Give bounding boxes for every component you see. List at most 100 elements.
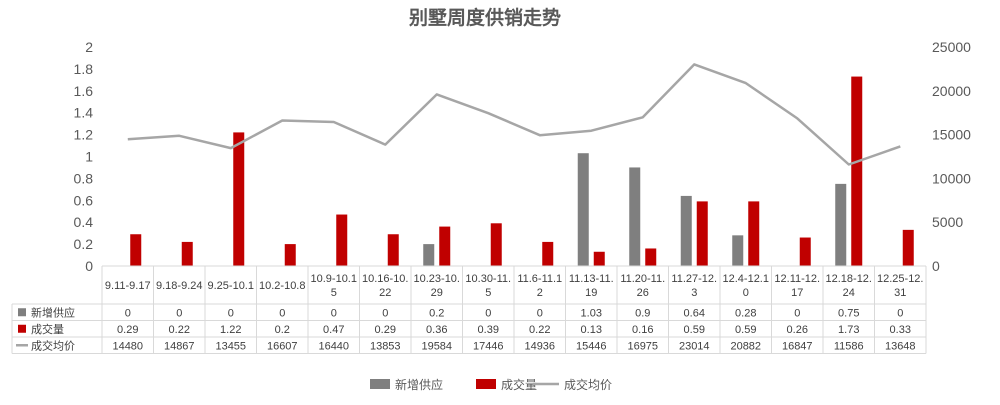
legend-label: 成交均价 xyxy=(564,377,612,392)
x-tick-label: 10.16-10. xyxy=(362,273,408,285)
y-left-tick-label: 0.6 xyxy=(74,192,94,208)
data-label: 1.03 xyxy=(581,307,602,319)
data-label: 0 xyxy=(331,307,337,319)
data-label: 0.59 xyxy=(735,324,756,336)
data-label: 14480 xyxy=(112,340,143,352)
legend-key xyxy=(476,379,496,389)
data-label: 0 xyxy=(279,307,285,319)
bar-volume xyxy=(439,226,451,266)
x-tick-label: 24 xyxy=(843,287,855,299)
row-label: 新增供应 xyxy=(31,305,75,319)
row-label: 成交均价 xyxy=(31,338,75,352)
y-left-tick-label: 0.8 xyxy=(74,170,94,186)
bar-volume xyxy=(542,241,554,266)
bar-supply xyxy=(680,195,692,266)
data-label: 0.59 xyxy=(684,324,705,336)
x-tick-label: 31 xyxy=(894,287,906,299)
data-label: 0 xyxy=(897,307,903,319)
data-label: 0.47 xyxy=(323,324,344,336)
x-tick-label: 0 xyxy=(743,287,749,299)
data-label: 0 xyxy=(537,307,543,319)
x-tick-label: 5 xyxy=(485,287,491,299)
data-label: 16975 xyxy=(627,340,658,352)
data-label: 0.39 xyxy=(478,324,499,336)
data-label: 0 xyxy=(125,307,131,319)
x-tick-label: 19 xyxy=(585,287,597,299)
x-tick-label: 26 xyxy=(637,287,649,299)
data-label: 0.36 xyxy=(426,324,447,336)
legend: 新增供应 成交量 成交均价 xyxy=(370,377,612,392)
y-left-tick-label: 1.8 xyxy=(74,61,94,77)
data-label: 0.26 xyxy=(787,324,808,336)
y-right-tick-label: 10000 xyxy=(932,170,971,186)
plot-area: 0 0.2 0.4 0.6 0.8 1 1.2 1.4 1.6 1.8 2 0 5000 10000 150… xyxy=(74,39,972,274)
bar-supply xyxy=(629,167,641,266)
data-label: 0.29 xyxy=(117,324,138,336)
x-tick-label: 10.23-10. xyxy=(414,273,460,285)
bar-volume xyxy=(387,234,399,266)
y-left-tick-label: 1.4 xyxy=(74,105,94,121)
data-table: 9.11-9.17 9.18-9.24 9.25-10.1 10.2-10.8 10.9… xyxy=(11,266,927,354)
data-label: 0.22 xyxy=(529,324,550,336)
data-label: 0.75 xyxy=(838,307,859,319)
bar-volume xyxy=(748,201,760,266)
bar-volume xyxy=(233,132,245,266)
y-right-tick-label: 20000 xyxy=(932,83,971,99)
y-left-tick-label: 0.4 xyxy=(74,214,94,230)
x-tick-label: 29 xyxy=(431,287,443,299)
legend-key xyxy=(370,379,390,389)
y-right-tick-label: 0 xyxy=(932,258,940,274)
x-tick-label: 22 xyxy=(379,287,391,299)
data-label: 0.16 xyxy=(632,324,653,336)
bar-supply xyxy=(732,235,744,266)
bar-volume xyxy=(490,223,502,266)
y-left-tick-label: 1.6 xyxy=(74,83,94,99)
data-label: 16607 xyxy=(267,340,298,352)
bar-supply xyxy=(835,183,847,266)
x-tick-label: 5 xyxy=(331,287,337,299)
x-tick-label: 10.30-11. xyxy=(465,273,511,285)
data-label: 0.33 xyxy=(890,324,911,336)
data-label: 0.28 xyxy=(735,307,756,319)
data-label: 0.29 xyxy=(375,324,396,336)
x-tick-label: 10.2-10.8 xyxy=(259,280,305,292)
data-label: 16440 xyxy=(318,340,349,352)
bar-supply xyxy=(423,244,435,266)
y-right-tick-label: 15000 xyxy=(932,127,971,143)
data-label: 17446 xyxy=(473,340,504,352)
x-tick-label: 9.18-9.24 xyxy=(156,280,202,292)
data-label: 0 xyxy=(485,307,491,319)
x-tick-label: 2 xyxy=(537,287,543,299)
bar-volume xyxy=(130,234,142,266)
y-left-tick-label: 2 xyxy=(85,39,93,55)
x-tick-label: 12.18-12. xyxy=(826,273,872,285)
data-label: 14936 xyxy=(524,340,555,352)
data-label: 19584 xyxy=(421,340,452,352)
data-label: 0 xyxy=(382,307,388,319)
y-right-tick-label: 5000 xyxy=(932,214,963,230)
data-label: 13853 xyxy=(370,340,401,352)
x-tick-label: 11.6-11.1 xyxy=(517,273,562,285)
row-label: 成交量 xyxy=(31,322,64,336)
x-tick-label: 11.20-11. xyxy=(620,273,665,285)
bar-volume xyxy=(902,229,914,266)
x-tick-label: 11.27-12. xyxy=(671,273,717,285)
bar-volume xyxy=(284,244,296,266)
data-label: 0.22 xyxy=(169,324,190,336)
data-label: 23014 xyxy=(679,340,710,352)
row-legend-key xyxy=(18,324,26,333)
data-label: 15446 xyxy=(576,340,607,352)
row-legend-key xyxy=(18,308,26,317)
legend-label: 成交量 xyxy=(501,377,537,392)
data-label: 1.22 xyxy=(220,324,241,336)
x-tick-label: 17 xyxy=(791,287,803,299)
legend-label: 新增供应 xyxy=(395,377,443,392)
x-tick-label: 12.4-12.1 xyxy=(723,273,769,285)
y-left-tick-label: 0 xyxy=(85,258,93,274)
data-label: 16847 xyxy=(782,340,813,352)
bar-volume xyxy=(851,76,863,266)
data-label: 20882 xyxy=(730,340,761,352)
bar-volume xyxy=(181,241,193,266)
line-avg-price xyxy=(127,63,901,166)
